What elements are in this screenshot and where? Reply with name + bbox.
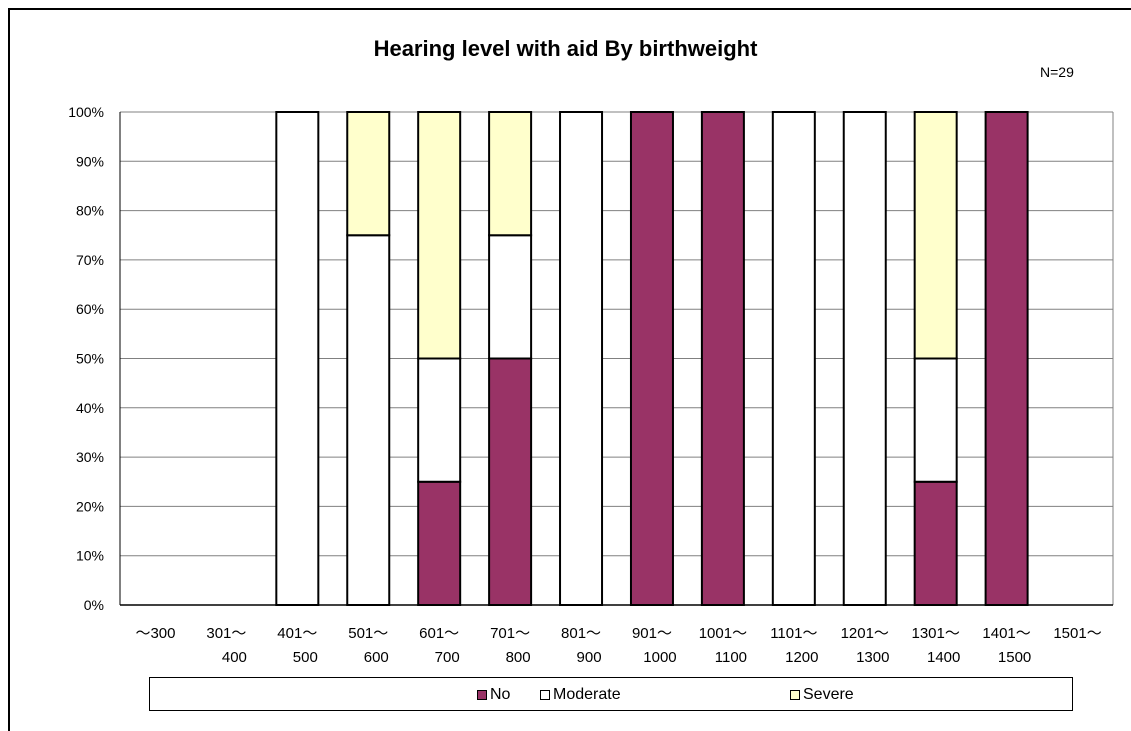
legend-item-no: No <box>477 686 510 704</box>
y-tick-label: 40% <box>76 400 104 416</box>
x-tick-label: 1001～ <box>699 625 747 642</box>
legend-item-severe: Severe <box>790 686 854 704</box>
x-tick-label-line2: 600 <box>364 649 389 666</box>
bar-no-11 <box>913 480 958 606</box>
y-tick-label: 90% <box>76 153 104 169</box>
bar-moderate-3 <box>346 234 391 606</box>
y-tick-label: 0% <box>84 597 104 613</box>
y-tick-label: 50% <box>76 351 104 367</box>
x-tick-label-line2: 700 <box>435 649 460 666</box>
x-tick-label-line2: 1200 <box>785 649 818 666</box>
y-tick-label: 80% <box>76 203 104 219</box>
y-tick-label: 10% <box>76 548 104 564</box>
bar-moderate-10 <box>842 111 887 606</box>
x-tick-label: 701～ <box>490 625 530 642</box>
legend-label-severe: Severe <box>803 686 854 703</box>
x-tick-label-line2: 1000 <box>643 649 676 666</box>
x-tick-label: 1201～ <box>841 625 889 642</box>
bar-no-7 <box>629 111 674 606</box>
bar-moderate-5 <box>488 234 533 360</box>
bar-severe-4 <box>417 111 462 360</box>
x-tick-label-line2: 1100 <box>715 649 747 666</box>
bar-moderate-4 <box>417 357 462 483</box>
y-tick-label: 30% <box>76 449 104 465</box>
chart-title: Hearing level with aid By birthweight <box>373 36 758 61</box>
sample-size-label: N=29 <box>1040 64 1074 80</box>
legend-label-moderate: Moderate <box>553 686 621 703</box>
x-tick-label: 1301～ <box>911 625 959 642</box>
bar-moderate-2 <box>275 111 320 606</box>
bar-moderate-9 <box>771 111 816 606</box>
x-tick-label: 601～ <box>419 625 459 642</box>
legend-swatch-no <box>477 690 487 700</box>
legend-swatch-severe <box>790 690 800 700</box>
bar-no-12 <box>984 111 1029 606</box>
bar-moderate-11 <box>913 357 958 483</box>
y-tick-label: 60% <box>76 301 104 317</box>
bar-no-5 <box>488 357 533 606</box>
legend-swatch-moderate <box>540 690 550 700</box>
x-tick-label: 1101～ <box>770 625 817 642</box>
x-tick-label-line2: 1300 <box>856 649 889 666</box>
y-tick-label: 70% <box>76 252 104 268</box>
bar-no-4 <box>417 480 462 606</box>
x-tick-label: 1401～ <box>982 625 1030 642</box>
x-tick-label-line2: 400 <box>222 649 247 666</box>
x-tick-label-line2: 1500 <box>998 649 1031 666</box>
x-tick-label-line2: 1400 <box>927 649 960 666</box>
x-tick-label: 801～ <box>561 625 601 642</box>
x-tick-label: ～300 <box>135 625 175 642</box>
legend-label-no: No <box>490 686 511 703</box>
legend-item-moderate: Moderate <box>540 686 621 704</box>
y-tick-label: 20% <box>76 498 104 514</box>
legend: No Moderate Severe <box>149 677 1073 711</box>
x-tick-label-line2: 500 <box>293 649 318 666</box>
bar-severe-5 <box>488 111 533 237</box>
bar-severe-11 <box>913 111 958 360</box>
bar-moderate-6 <box>559 111 604 606</box>
x-tick-label: 501～ <box>348 625 388 642</box>
x-tick-label-line2: 900 <box>577 649 602 666</box>
x-tick-label: 301～ <box>206 625 246 642</box>
chart-frame <box>8 8 1131 731</box>
bar-no-8 <box>700 111 745 606</box>
bar-severe-3 <box>346 111 391 237</box>
x-tick-label: 401～ <box>277 625 317 642</box>
x-tick-label-line2: 800 <box>506 649 531 666</box>
y-tick-label: 100% <box>68 104 104 120</box>
x-tick-label: 901～ <box>632 625 672 642</box>
x-tick-label: 1501～ <box>1053 625 1101 642</box>
